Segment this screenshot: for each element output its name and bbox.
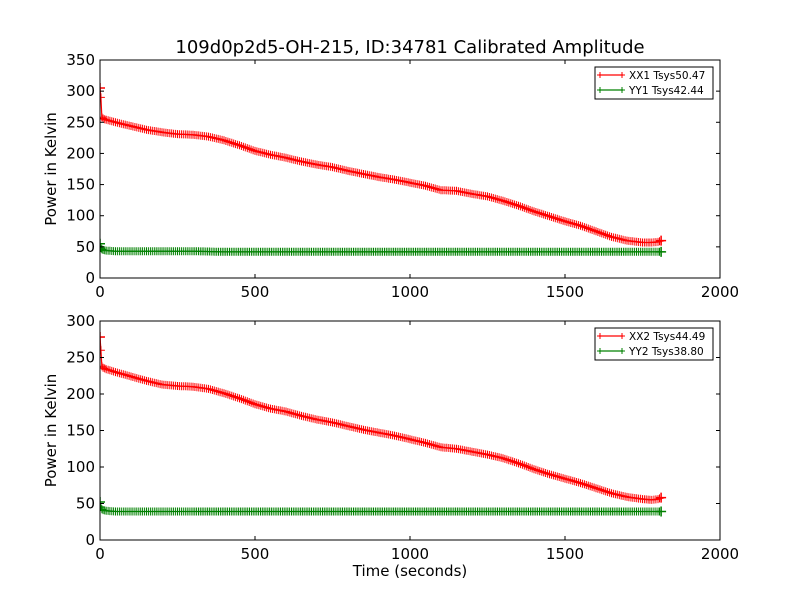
series-markers-2 [100,239,666,256]
series-markers-1 [100,84,666,247]
y-tick-label: 100 [66,458,95,476]
x-tick-label: 0 [95,283,105,301]
x-tick-label: 1000 [391,545,429,563]
y-tick-label: 250 [66,113,95,131]
legend-box [594,66,714,100]
legend-label: XX2 Tsys44.49 [629,331,705,343]
series-start-marker [100,497,105,508]
legend: XX2 Tsys44.49 YY2 Tsys38.80 [594,327,714,361]
subplot-2: 0 500 1000 1500 2000 0 50 100 150 200 250 300 Power … [42,312,739,580]
x-tick-label: 0 [95,545,105,563]
y-axis-label: Power in Kelvin [42,374,60,488]
y-axis-label: Power in Kelvin [42,112,60,226]
series-end-marker [656,506,667,517]
x-tick-label: 1500 [546,283,584,301]
y-tick-label: 100 [66,207,95,225]
y-tick-label: 300 [66,82,95,100]
legend-marker [597,87,625,93]
y-tick-label: 50 [76,238,95,256]
series-group [100,332,667,517]
legend-marker [597,333,625,339]
legend: XX1 Tsys50.47 YY1 Tsys42.44 [594,66,714,100]
series-line-1 [100,337,662,501]
y-tick-label: 0 [85,269,95,287]
series-end-marker [656,246,667,257]
legend-label: XX1 Tsys50.47 [629,70,705,82]
figure-title: 109d0p2d5-OH-215, ID:34781 Calibrated Am… [175,37,644,58]
y-tick-label: 250 [66,349,95,367]
legend-box [594,327,714,361]
y-tick-label: 350 [66,51,95,69]
series-line-1 [100,87,662,244]
y-tick-label: 150 [66,422,95,440]
series-markers-2 [100,498,666,516]
x-tick-label: 2000 [701,283,739,301]
series-group [100,83,667,257]
y-tick-label: 150 [66,176,95,194]
y-tick-label: 200 [66,144,95,162]
series-start-marker [100,238,105,249]
series-end-marker [656,235,667,246]
legend-marker [597,72,625,78]
y-tick-label: 300 [66,312,95,330]
series-start-marker [100,332,105,343]
y-tick-label: 50 [76,495,95,513]
series-start-marker [100,83,105,94]
x-axis-label: Time (seconds) [352,562,468,580]
subplot-1: 0 500 1000 1500 2000 0 50 100 150 200 250 300 350 Pow… [42,51,739,301]
x-tick-label: 1500 [546,545,584,563]
x-tick-label: 2000 [701,545,739,563]
legend-marker [597,348,625,354]
y-tick-label: 200 [66,385,95,403]
x-tick-label: 1000 [391,283,429,301]
series-markers-1 [100,333,666,504]
series-end-marker [656,492,667,503]
x-tick-label: 500 [241,545,270,563]
legend-label: YY2 Tsys38.80 [628,346,704,358]
y-tick-label: 0 [85,531,95,549]
legend-label: YY1 Tsys42.44 [628,85,704,97]
x-tick-label: 500 [241,283,270,301]
